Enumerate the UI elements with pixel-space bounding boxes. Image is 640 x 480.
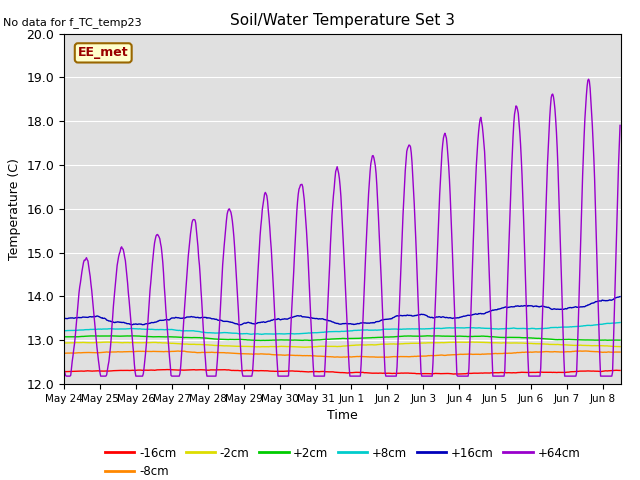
-16cm — [319, 369, 327, 374]
+8cm — [616, 320, 624, 325]
+2cm — [138, 334, 146, 339]
+16cm — [236, 322, 243, 328]
Line: -2cm: -2cm — [64, 342, 620, 347]
+2cm — [616, 337, 624, 343]
+2cm — [474, 334, 482, 339]
-16cm — [298, 369, 306, 374]
+2cm — [63, 334, 70, 340]
-2cm — [139, 340, 147, 346]
+8cm — [460, 325, 467, 331]
+64cm — [473, 149, 481, 155]
Title: Soil/Water Temperature Set 3: Soil/Water Temperature Set 3 — [230, 13, 455, 28]
+64cm — [319, 373, 327, 379]
+8cm — [319, 329, 327, 335]
+8cm — [258, 332, 266, 337]
-16cm — [461, 371, 468, 376]
+64cm — [298, 181, 306, 187]
+64cm — [63, 373, 71, 379]
+16cm — [298, 314, 306, 320]
Line: -8cm: -8cm — [64, 351, 620, 357]
+16cm — [138, 322, 146, 327]
+16cm — [616, 294, 624, 300]
-16cm — [63, 369, 70, 374]
-2cm — [104, 339, 111, 345]
-2cm — [298, 344, 306, 350]
-2cm — [60, 340, 68, 346]
Y-axis label: Temperature (C): Temperature (C) — [8, 158, 21, 260]
-8cm — [576, 348, 584, 354]
Line: -16cm: -16cm — [64, 370, 620, 374]
-16cm — [450, 371, 458, 377]
+8cm — [138, 326, 146, 332]
-8cm — [298, 353, 305, 359]
Text: No data for f_TC_temp23: No data for f_TC_temp23 — [3, 17, 142, 28]
-2cm — [474, 339, 482, 345]
+64cm — [460, 373, 467, 379]
+64cm — [60, 364, 68, 370]
+64cm — [63, 373, 70, 379]
Line: +2cm: +2cm — [64, 336, 620, 340]
-8cm — [138, 348, 146, 354]
Line: +8cm: +8cm — [64, 323, 620, 335]
+64cm — [616, 122, 624, 128]
-16cm — [138, 367, 146, 373]
-2cm — [301, 344, 309, 350]
Line: +16cm: +16cm — [64, 297, 620, 325]
-16cm — [616, 368, 624, 373]
-8cm — [60, 350, 68, 356]
+8cm — [60, 328, 68, 334]
-8cm — [383, 354, 391, 360]
+8cm — [473, 325, 481, 331]
Legend: -16cm, -8cm, -2cm, +2cm, +8cm, +16cm, +64cm: -16cm, -8cm, -2cm, +2cm, +8cm, +16cm, +6… — [100, 442, 585, 480]
+8cm — [63, 328, 70, 334]
+16cm — [63, 316, 70, 322]
+64cm — [139, 373, 147, 379]
+2cm — [423, 333, 431, 339]
+2cm — [256, 337, 264, 343]
+2cm — [461, 334, 468, 339]
+8cm — [298, 331, 306, 336]
-8cm — [473, 351, 481, 357]
+16cm — [60, 316, 68, 322]
+2cm — [298, 337, 306, 343]
+64cm — [585, 76, 593, 82]
Text: EE_met: EE_met — [78, 47, 129, 60]
+16cm — [460, 313, 467, 319]
-16cm — [60, 369, 68, 374]
+2cm — [60, 334, 68, 340]
-8cm — [460, 351, 467, 357]
X-axis label: Time: Time — [327, 409, 358, 422]
-2cm — [461, 339, 468, 345]
+16cm — [319, 316, 327, 322]
-16cm — [474, 371, 482, 376]
-16cm — [163, 367, 171, 372]
-8cm — [63, 350, 70, 356]
-8cm — [318, 353, 326, 359]
-8cm — [616, 349, 624, 355]
-2cm — [616, 344, 624, 349]
+16cm — [473, 312, 481, 317]
-2cm — [63, 340, 70, 346]
+2cm — [319, 336, 327, 342]
-2cm — [320, 344, 328, 349]
Line: +64cm: +64cm — [64, 79, 620, 376]
